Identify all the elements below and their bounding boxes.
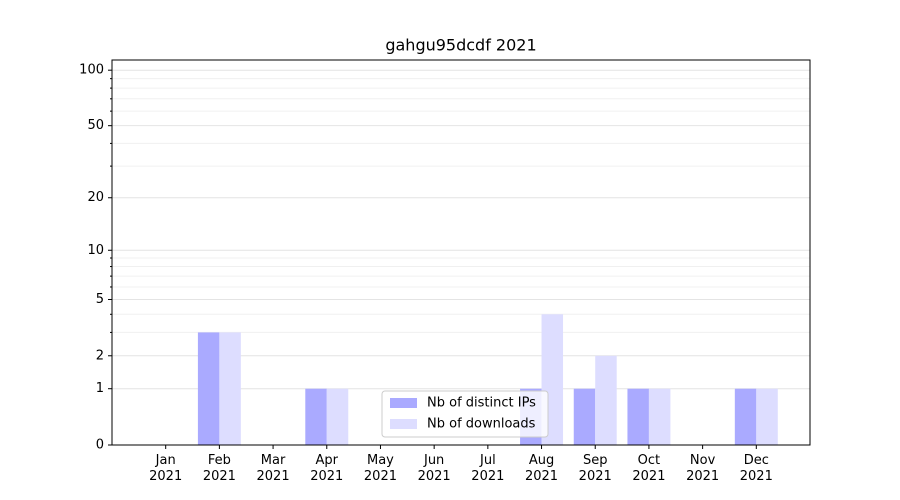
legend-label: Nb of downloads [427,417,536,432]
bar [305,388,327,445]
x-tick-label: Jul 2021 [471,453,505,484]
bar [734,388,757,445]
bar [573,388,596,445]
x-tick-label: Feb 2021 [202,453,236,484]
x-tick-label: Dec 2021 [739,453,773,484]
x-tick-label: Sep 2021 [578,453,612,484]
x-tick-label: Oct 2021 [632,453,666,484]
legend-frame [381,390,549,438]
y-tick-label: 5 [96,292,104,307]
x-tick-label: Mar 2021 [256,453,290,484]
x-tick-label: Jun 2021 [417,453,451,484]
bar [627,388,649,445]
bar [595,355,617,445]
y-tick-label: 1 [96,381,104,396]
x-tick-label: Jan 2021 [149,453,183,484]
y-tick-label: 0 [96,438,104,453]
y-tick-label: 20 [87,190,104,205]
legend: Nb of distinct IPs Nb of downloads [381,390,549,438]
legend-label: Nb of distinct IPs [427,396,536,411]
bar [326,388,349,445]
legend-swatch [390,419,417,429]
bar [756,388,778,445]
bar [648,388,671,445]
x-tick-label: Apr 2021 [310,453,344,484]
bar [197,332,220,445]
y-tick-label: 10 [87,243,104,258]
bar [219,332,241,445]
y-tick-label: 100 [79,63,104,78]
legend-swatch [390,398,417,408]
x-tick-label: Nov 2021 [686,453,720,484]
y-tick-label: 50 [87,118,104,133]
x-tick-label: Aug 2021 [524,453,559,484]
chart-title: gahgu95dcdf 2021 [385,36,536,55]
y-tick-label: 2 [96,348,104,363]
x-tick-label: May 2021 [363,453,397,484]
plot-frame [111,59,811,446]
